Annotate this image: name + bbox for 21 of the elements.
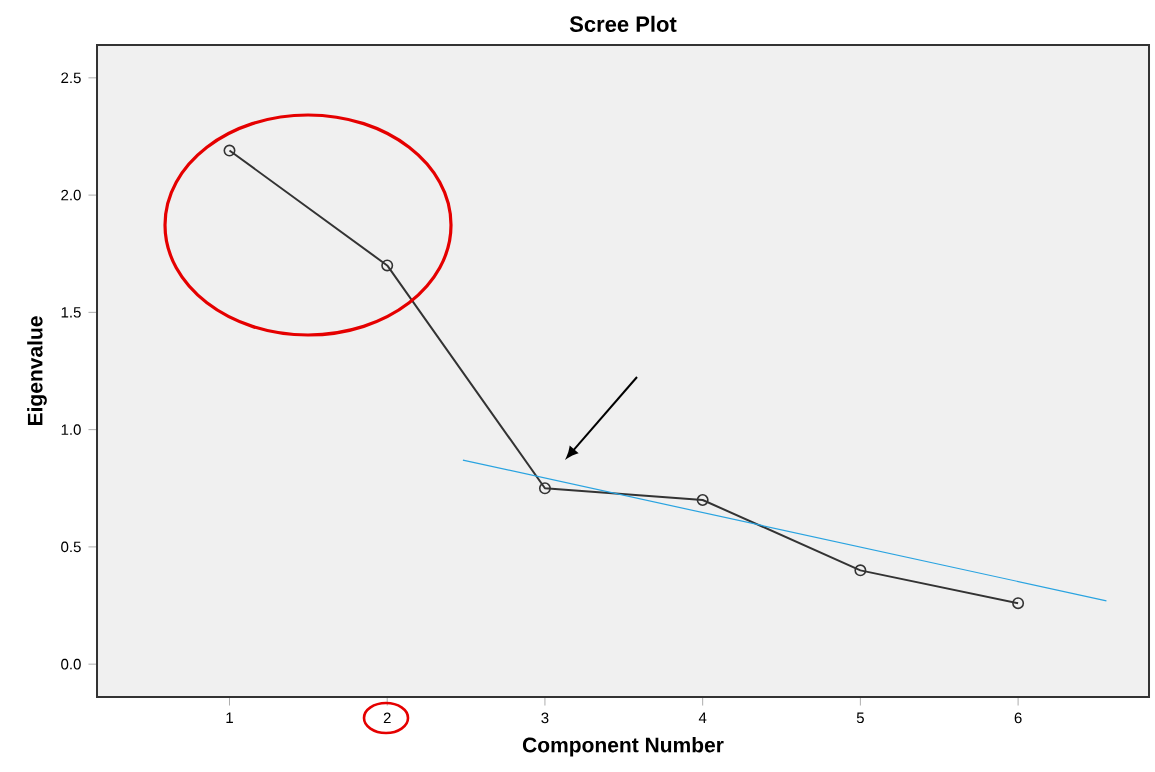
x-tick-label: 2 bbox=[383, 712, 391, 724]
point bbox=[223, 144, 236, 157]
x-axis-title: Component Number bbox=[522, 736, 724, 757]
y-tick-label: 1.0 bbox=[61, 424, 81, 435]
y-tick-label: 0.5 bbox=[61, 541, 81, 553]
x-tick-label: 5 bbox=[856, 712, 864, 724]
x-tick-label: 4 bbox=[698, 712, 707, 723]
y-tick-label: 1.5 bbox=[61, 307, 81, 318]
x-tick-label: 1 bbox=[226, 712, 233, 723]
point bbox=[538, 482, 551, 495]
x-tick-label: 6 bbox=[1014, 712, 1022, 724]
chart-title: Scree Plot bbox=[569, 15, 677, 32]
point bbox=[381, 259, 394, 272]
y-tick-label: 2.5 bbox=[61, 72, 81, 84]
point bbox=[854, 564, 867, 577]
y-tick-label: 2.0 bbox=[61, 189, 81, 201]
x-tick-label: 3 bbox=[541, 712, 549, 724]
y-axis-title: Eigenvalue bbox=[27, 316, 47, 426]
point bbox=[696, 493, 709, 506]
y-tick-label: 0.0 bbox=[61, 658, 81, 670]
point bbox=[1012, 597, 1025, 610]
